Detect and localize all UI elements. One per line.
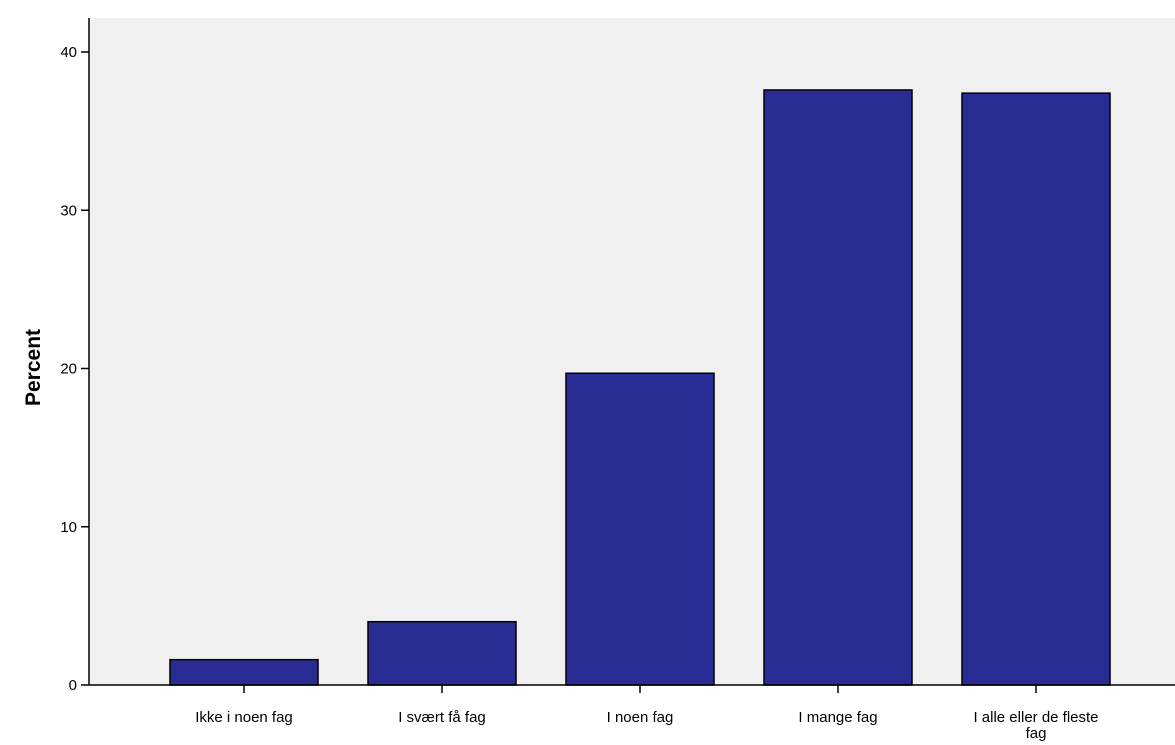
y-tick-label: 20 — [60, 361, 77, 378]
x-tick-label-3: I noen fag — [607, 709, 674, 726]
y-axis-title: Percent — [22, 329, 45, 406]
bar-2 — [367, 620, 517, 686]
x-tick-label-5: I alle eller de fleste fag — [973, 709, 1098, 742]
y-tick-label: 0 — [69, 677, 77, 694]
y-tick-label: 40 — [60, 44, 77, 61]
y-tick-label: 30 — [60, 202, 77, 219]
x-tick-label-4: I mange fag — [798, 709, 877, 726]
y-tick-label: 10 — [60, 519, 77, 536]
bars-group — [169, 89, 1111, 686]
bar-5 — [961, 92, 1111, 686]
bar-1 — [169, 658, 319, 686]
bar-3 — [565, 372, 715, 686]
x-axis: Ikke i noen fag I svært få fag I noen fag I… — [89, 684, 1175, 742]
bar-4 — [763, 89, 913, 686]
y-axis: 0 10 20 30 40 — [60, 18, 90, 694]
x-tick-label-2: I svært få fag — [398, 709, 486, 726]
x-tick-label-1: Ikke i noen fag — [195, 709, 293, 726]
